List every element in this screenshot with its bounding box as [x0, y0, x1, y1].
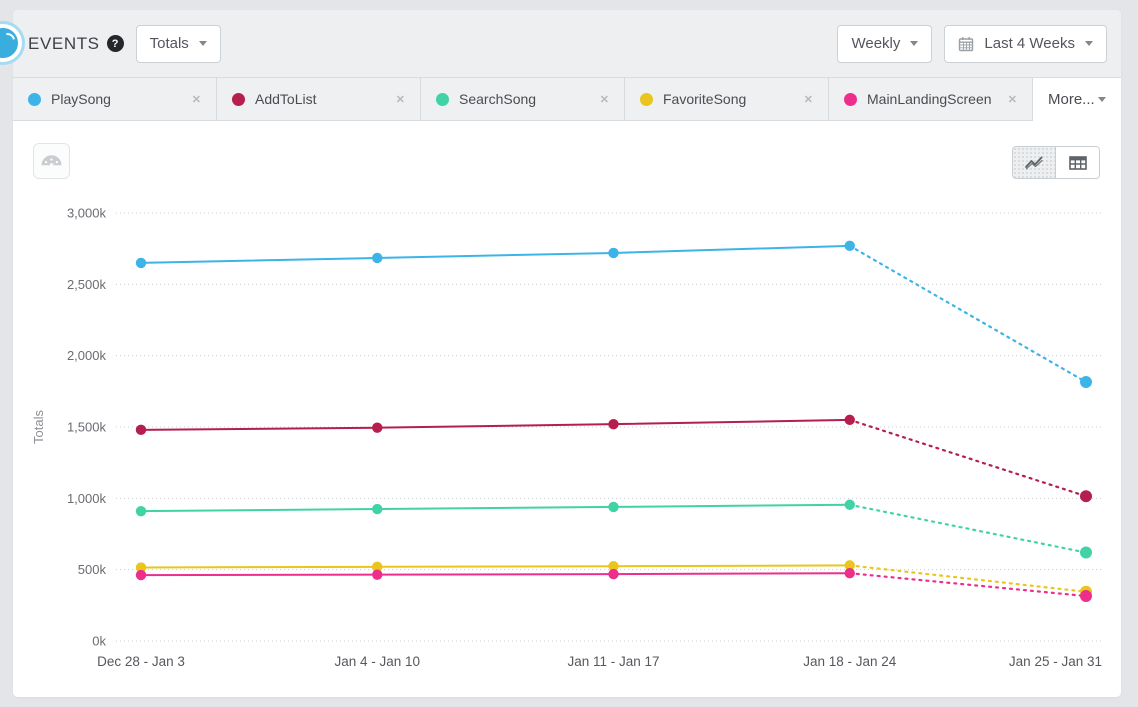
line-view-button[interactable] — [1013, 147, 1056, 178]
series-color-dot — [640, 92, 653, 106]
more-events-dropdown[interactable]: More... — [1033, 78, 1121, 121]
data-point-SearchSong[interactable] — [608, 501, 619, 513]
series-color-dot — [232, 92, 245, 106]
metric-dropdown[interactable]: Totals — [135, 24, 221, 63]
tab-label: SearchSong — [459, 91, 537, 107]
data-point-SearchSong[interactable] — [135, 505, 147, 517]
data-point-FavoriteSong[interactable] — [844, 560, 855, 571]
add-to-dashboard-button[interactable] — [33, 143, 70, 179]
tab-label: PlaySong — [51, 91, 111, 107]
data-point-PlaySong[interactable] — [1080, 376, 1092, 389]
help-icon[interactable]: ? — [106, 35, 124, 52]
tab-label: AddToList — [255, 91, 317, 107]
interval-dropdown[interactable]: Weekly — [837, 24, 933, 63]
data-point-AddToList[interactable] — [1080, 490, 1092, 503]
series-line-SearchSong — [140, 503, 850, 513]
y-tick-label: 2,000k — [67, 348, 107, 363]
caret-down-icon — [1098, 97, 1106, 102]
view-toggle — [1012, 146, 1100, 179]
data-point-SearchSong[interactable] — [372, 503, 383, 515]
event-tabs: PlaySong ✕ AddToList ✕ SearchSong ✕ Favo… — [13, 77, 1121, 121]
line-chart-icon — [1024, 155, 1044, 170]
data-point-MainLandingScreen[interactable] — [135, 569, 147, 581]
x-tick-label: Jan 18 - Jan 24 — [803, 654, 897, 669]
tab-event-4[interactable]: FavoriteSong ✕ — [625, 78, 829, 121]
page-title: EVENTS — [28, 33, 100, 53]
series-color-dot — [844, 92, 857, 106]
series-color-dot — [28, 92, 41, 106]
calendar-icon — [958, 36, 974, 52]
close-icon[interactable]: ✕ — [395, 93, 405, 106]
title-group: EVENTS ? Totals — [28, 24, 221, 63]
y-tick-label: 1,500k — [67, 420, 107, 435]
tab-event-5[interactable]: MainLandingScreen ✕ — [829, 78, 1033, 121]
data-point-MainLandingScreen[interactable] — [844, 568, 855, 579]
y-tick-label: 500k — [78, 562, 107, 577]
close-icon[interactable]: ✕ — [191, 93, 201, 106]
data-point-PlaySong[interactable] — [608, 247, 619, 259]
series-line-PlaySong — [140, 244, 850, 264]
data-point-MainLandingScreen[interactable] — [608, 568, 619, 580]
tab-event-3[interactable]: SearchSong ✕ — [421, 78, 625, 121]
line-chart: 0k 500k 1,000k 1,500k 2,000k 2,500k 3,000k Tota… — [31, 206, 1102, 669]
y-tick-label: 1,000k — [67, 491, 107, 506]
series-projection-AddToList — [848, 418, 1088, 498]
data-point-AddToList[interactable] — [372, 422, 383, 433]
report-header: EVENTS ? Totals Weekly Last 4 Weeks — [13, 10, 1121, 77]
data-point-SearchSong[interactable] — [1080, 546, 1092, 559]
series-projection-PlaySong — [848, 244, 1088, 384]
data-point-FavoriteSong[interactable] — [372, 561, 383, 573]
series-projection-MainLandingScreen — [848, 572, 1088, 598]
y-tick-label: 2,500k — [67, 277, 107, 292]
events-report-card: EVENTS ? Totals Weekly Last 4 Weeks — [13, 10, 1121, 697]
caret-down-icon — [910, 41, 919, 46]
close-icon[interactable]: ✕ — [803, 93, 813, 106]
interval-dropdown-value: Weekly — [851, 35, 901, 52]
table-icon — [1068, 155, 1087, 170]
more-label: More... — [1048, 91, 1095, 108]
daterange-dropdown[interactable]: Last 4 Weeks — [944, 24, 1107, 63]
series-projection-SearchSong — [848, 503, 1088, 554]
data-point-SearchSong[interactable] — [844, 499, 855, 510]
caret-down-icon — [1085, 41, 1093, 46]
tab-event-1[interactable]: PlaySong ✕ — [13, 78, 217, 121]
table-view-button[interactable] — [1056, 147, 1099, 178]
close-icon[interactable]: ✕ — [599, 93, 609, 106]
y-tick-label: 3,000k — [67, 206, 107, 221]
data-point-MainLandingScreen[interactable] — [1080, 590, 1092, 603]
data-point-AddToList[interactable] — [608, 418, 619, 430]
chart-area: 0k 500k 1,000k 1,500k 2,000k 2,500k 3,000k Tota… — [13, 121, 1121, 697]
series-line-FavoriteSong — [140, 564, 850, 569]
tab-label: FavoriteSong — [663, 91, 747, 107]
data-point-PlaySong[interactable] — [372, 252, 383, 264]
data-point-AddToList[interactable] — [135, 424, 147, 436]
data-point-MainLandingScreen[interactable] — [372, 569, 383, 580]
data-point-PlaySong[interactable] — [844, 240, 855, 252]
series-color-dot — [436, 92, 449, 106]
data-point-AddToList[interactable] — [844, 414, 855, 426]
series-line-AddToList — [140, 418, 850, 431]
series-projection-FavoriteSong — [848, 564, 1088, 593]
data-point-FavoriteSong[interactable] — [135, 562, 147, 573]
x-tick-label: Jan 4 - Jan 10 — [334, 654, 420, 669]
y-axis-title: Totals — [31, 410, 46, 444]
caret-down-icon — [198, 41, 207, 46]
close-icon[interactable]: ✕ — [1007, 93, 1017, 106]
y-tick-label: 0k — [92, 634, 106, 649]
metric-dropdown-value: Totals — [149, 35, 189, 52]
gauge-icon — [41, 154, 62, 168]
data-point-PlaySong[interactable] — [135, 257, 147, 269]
x-tick-label: Dec 28 - Jan 3 — [97, 654, 185, 669]
app-logo-icon[interactable] — [0, 28, 18, 58]
tab-label: MainLandingScreen — [867, 91, 992, 107]
x-tick-label: Jan 25 - Jan 31 — [1009, 654, 1102, 669]
daterange-dropdown-value: Last 4 Weeks — [984, 35, 1075, 52]
data-point-FavoriteSong[interactable] — [608, 561, 619, 572]
x-tick-label: Jan 11 - Jan 17 — [567, 654, 659, 669]
header-controls: Weekly Last 4 Weeks — [837, 24, 1107, 63]
series-line-MainLandingScreen — [140, 572, 850, 577]
tab-event-2[interactable]: AddToList ✕ — [217, 78, 421, 121]
